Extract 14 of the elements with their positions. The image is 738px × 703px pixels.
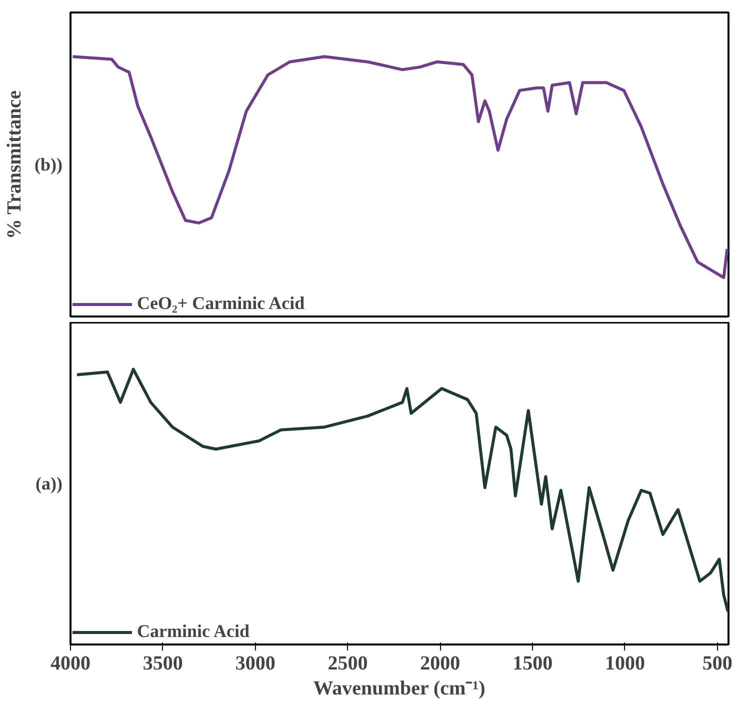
legend-label: CeO₂+ Carminic Acid: [137, 293, 305, 314]
legend-label: Carminic Acid: [137, 621, 250, 642]
x-tick-label: 1000: [604, 652, 645, 674]
x-tick-label: 4000: [50, 652, 90, 674]
y-axis-title: % Transmittance: [4, 90, 26, 240]
text: (b)): [34, 154, 63, 174]
x-tick-label: 3000: [235, 652, 276, 674]
x-tick-label: 3500: [142, 652, 183, 674]
x-tick-label: 500: [702, 652, 732, 674]
x-tick-label: 1500: [512, 652, 553, 674]
x-tick-label: 2000: [420, 652, 460, 674]
text: (a)): [36, 474, 63, 494]
x-tick-label: 2500: [328, 652, 368, 674]
x-axis-title: Wavenumber (cm⁻¹): [313, 678, 486, 700]
